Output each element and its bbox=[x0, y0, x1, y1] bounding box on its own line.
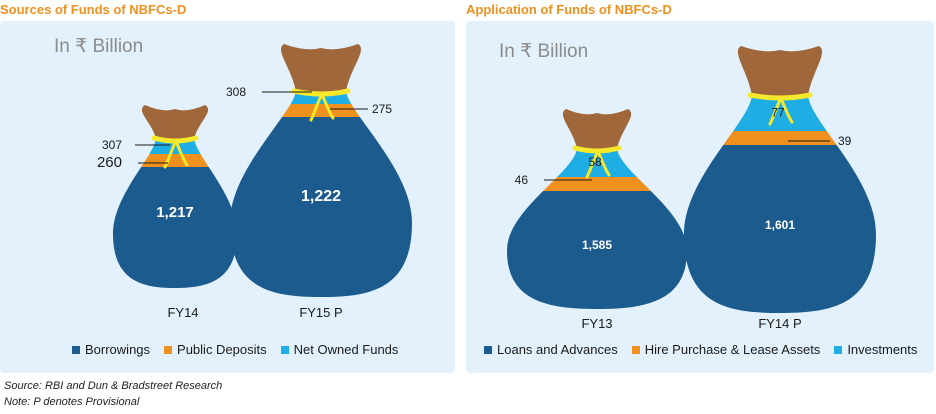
legend-swatch bbox=[280, 345, 289, 354]
bag-tie-string bbox=[174, 139, 189, 167]
data-label-net-owned-funds: 307 bbox=[102, 138, 122, 152]
money-bag bbox=[113, 105, 237, 288]
data-label-hire-purchase-lease-assets: 46 bbox=[515, 173, 529, 187]
bag-tie-string bbox=[163, 139, 178, 169]
bag-neck bbox=[737, 46, 823, 96]
source-note: Source: RBI and Dun & Bradstreet Researc… bbox=[4, 380, 223, 392]
footnotes: Source: RBI and Dun & Bradstreet Researc… bbox=[4, 378, 222, 410]
bag-band-investments bbox=[684, 94, 876, 131]
bag-band-borrowings bbox=[113, 167, 237, 288]
data-label-hire-purchase-lease-assets: 39 bbox=[838, 134, 852, 148]
category-label: FY15 P bbox=[299, 305, 342, 320]
provisional-note: Note: P denotes Provisional bbox=[4, 396, 140, 408]
application-chart-title: Application of Funds of NBFCs-D bbox=[466, 2, 672, 17]
data-label-borrowings: 1,217 bbox=[156, 204, 194, 221]
data-label-investments: 77 bbox=[771, 106, 785, 120]
legend-item: Borrowings bbox=[72, 342, 150, 357]
legend-item: Hire Purchase & Lease Assets bbox=[631, 342, 821, 357]
bag-band-loans-and-advances bbox=[684, 145, 876, 313]
bag-neck bbox=[281, 44, 361, 92]
legend-swatch bbox=[484, 345, 492, 354]
data-label-borrowings: 1,222 bbox=[301, 188, 341, 205]
bag-tie-string bbox=[309, 92, 324, 122]
legend-label: Investments bbox=[847, 342, 918, 357]
bag-band-loans-and-advances bbox=[507, 191, 687, 309]
legend-label: Borrowings bbox=[85, 342, 151, 357]
bag-tie-string bbox=[596, 149, 611, 177]
category-label: FY14 bbox=[167, 305, 198, 320]
category-label: FY14 P bbox=[758, 316, 801, 331]
sources-bags-svg: 1,217 307 260 FY14 1,222 308 275 FY15 P bbox=[97, 44, 412, 320]
legend-item: Loans and Advances bbox=[484, 342, 618, 357]
bag-tie-string bbox=[320, 92, 335, 120]
legend-swatch bbox=[834, 345, 843, 354]
data-label-net-owned-funds: 308 bbox=[226, 85, 246, 99]
bag-neck bbox=[141, 105, 209, 139]
legend-label: Public Deposits bbox=[177, 342, 267, 357]
legend-item: Investments bbox=[834, 342, 917, 357]
bag-tie-string bbox=[585, 149, 600, 179]
money-bag bbox=[684, 46, 876, 313]
legend-label: Net Owned Funds bbox=[293, 342, 399, 357]
legend-item: Public Deposits bbox=[164, 342, 267, 357]
legend-swatch bbox=[72, 345, 80, 354]
category-label: FY13 bbox=[581, 316, 612, 331]
legend-swatch bbox=[164, 345, 173, 354]
data-label-loans-and-advances: 1,585 bbox=[582, 238, 612, 252]
sources-unit-label: In ₹ Billion bbox=[54, 36, 144, 57]
legend-label: Loans and Advances bbox=[497, 342, 618, 357]
sources-chart-title: Sources of Funds of NBFCs-D bbox=[0, 2, 187, 17]
bag-neck bbox=[562, 109, 632, 149]
application-bags-svg: 1,585 58 46 FY13 1,601 77 39 FY14 P bbox=[507, 46, 876, 331]
legend-label: Hire Purchase & Lease Assets bbox=[644, 342, 821, 357]
bag-band-hire-purchase-lease-assets bbox=[684, 131, 876, 145]
data-label-public-deposits: 260 bbox=[97, 154, 122, 171]
data-label-loans-and-advances: 1,601 bbox=[765, 218, 795, 232]
legend-item: Net Owned Funds bbox=[280, 342, 399, 357]
application-unit-label: In ₹ Billion bbox=[499, 41, 589, 62]
data-label-public-deposits: 275 bbox=[372, 102, 392, 116]
application-legend: Loans and Advances Hire Purchase & Lease … bbox=[484, 342, 917, 357]
sources-legend: Borrowings Public Deposits Net Owned Funds bbox=[72, 342, 398, 357]
data-label-investments: 58 bbox=[588, 155, 602, 169]
bag-tie-string bbox=[779, 96, 794, 124]
bag-tie-string bbox=[768, 96, 783, 126]
legend-swatch bbox=[631, 345, 640, 354]
